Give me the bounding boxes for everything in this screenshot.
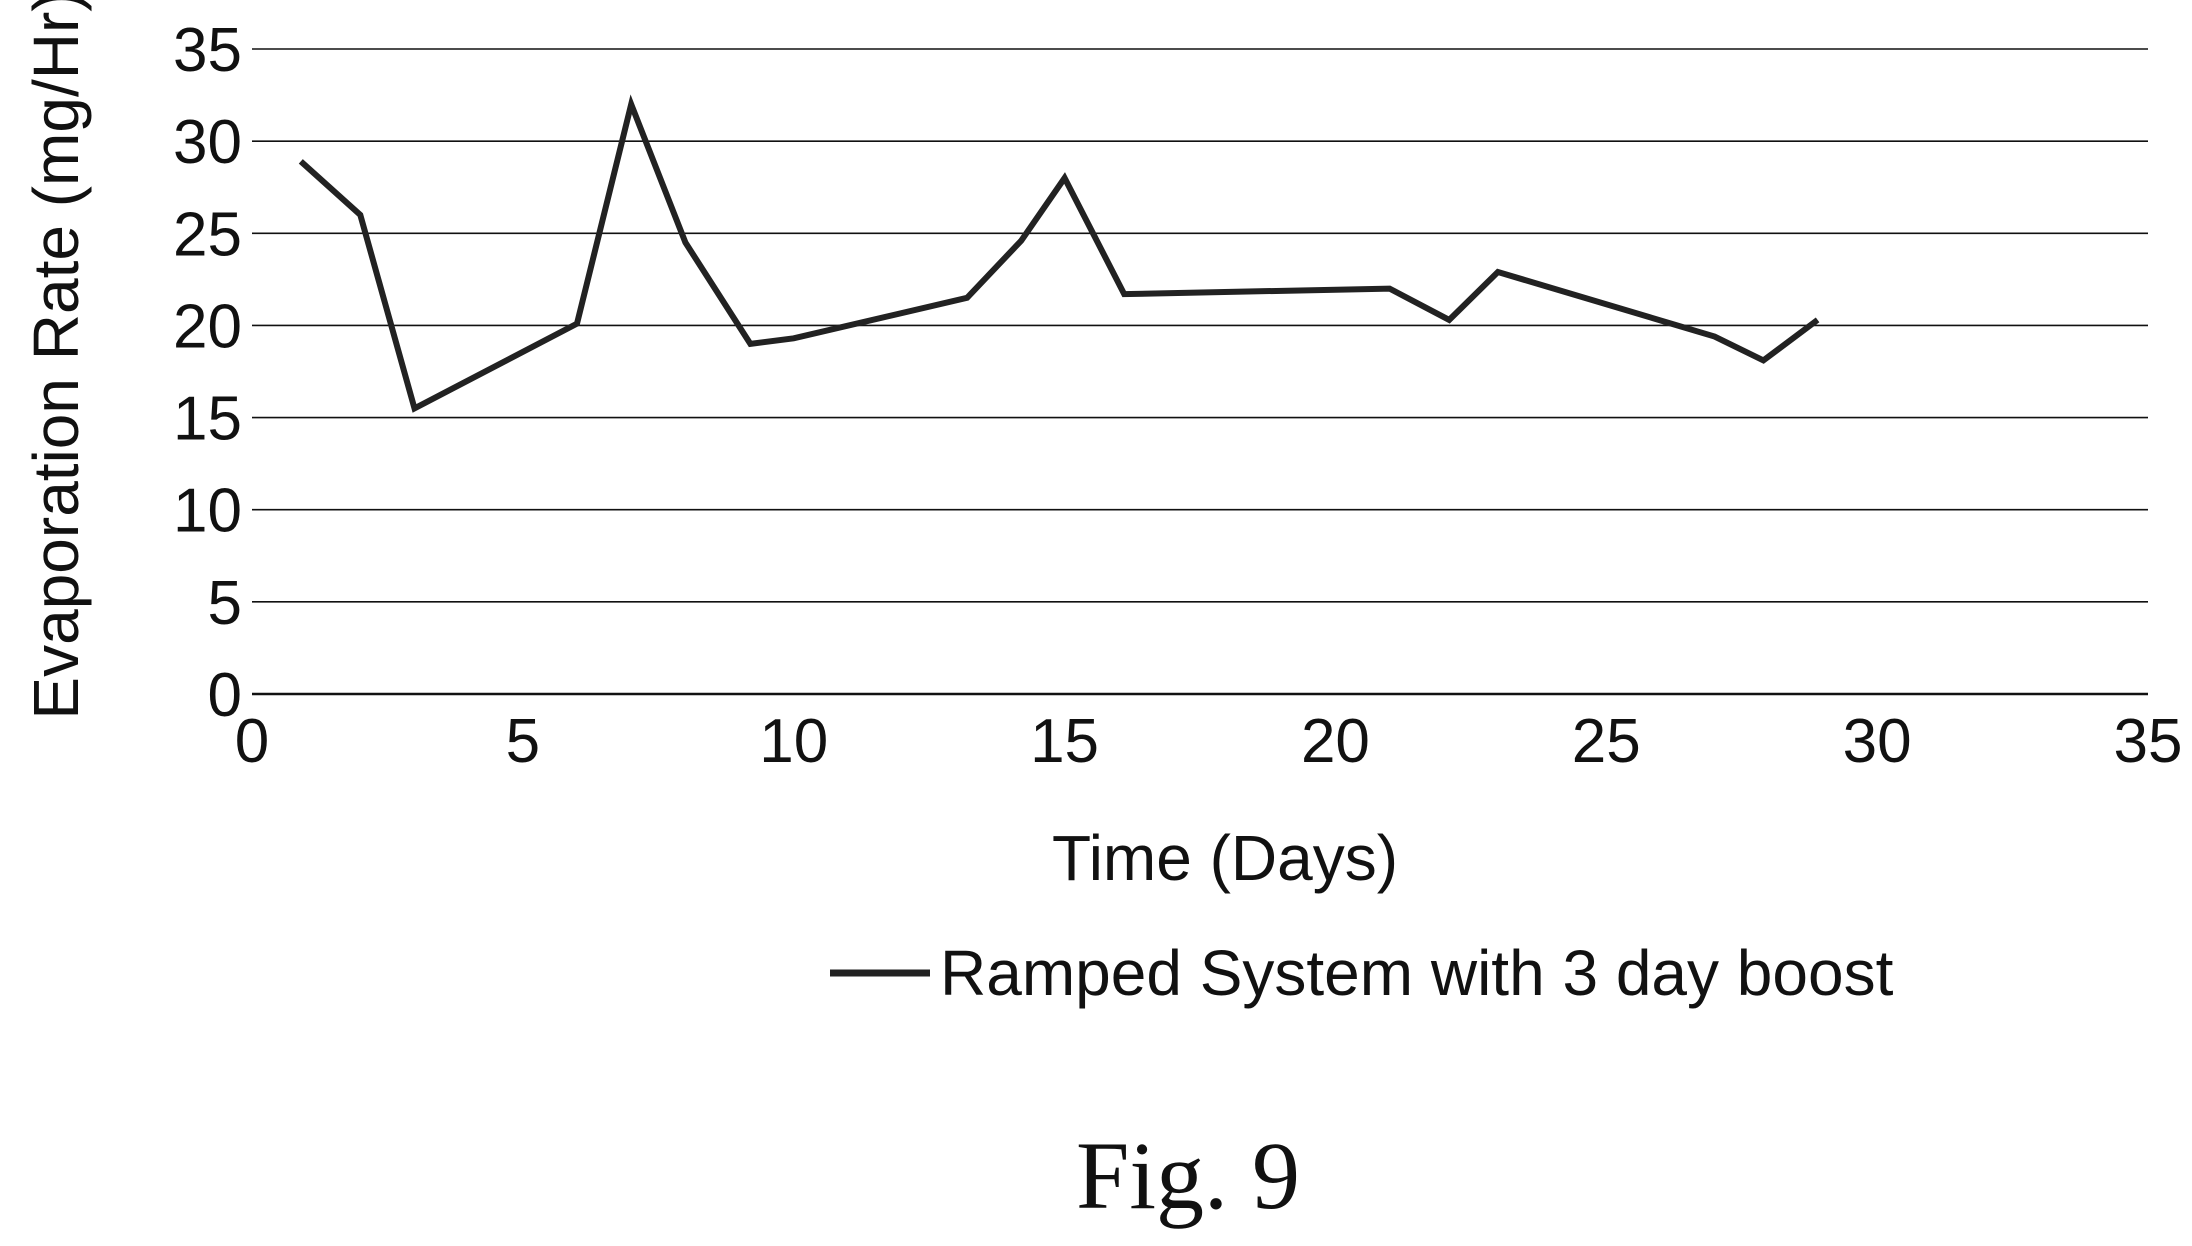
legend: Ramped System with 3 day boost [830, 937, 1894, 1009]
x-tick-label-20: 20 [1301, 707, 1370, 776]
x-tick-label-15: 15 [1030, 707, 1099, 776]
x-tick-label-5: 5 [506, 707, 540, 776]
y-tick-label-35: 35 [173, 16, 242, 85]
y-tick-label-5: 5 [208, 569, 242, 638]
y-tick-label-30: 30 [173, 108, 242, 177]
x-axis-tick-labels: 0 5 10 15 20 25 30 35 [235, 707, 2183, 776]
figure-caption: Fig. 9 [1076, 1122, 1300, 1229]
series-lines [298, 94, 1820, 413]
y-tick-label-25: 25 [173, 200, 242, 269]
x-tick-label-35: 35 [2114, 707, 2183, 776]
x-tick-label-25: 25 [1572, 707, 1641, 776]
series-line-0 [298, 94, 1820, 413]
y-axis-tick-labels: 0 5 10 15 20 25 30 35 [173, 16, 242, 730]
y-tick-label-0: 0 [208, 661, 242, 730]
x-tick-label-0: 0 [235, 707, 269, 776]
gridlines [252, 48, 2148, 696]
y-axis-title: Evaporation Rate (mg/Hr) [20, 0, 92, 720]
legend-label: Ramped System with 3 day boost [940, 937, 1894, 1009]
y-tick-label-10: 10 [173, 477, 242, 546]
x-tick-label-10: 10 [759, 707, 828, 776]
x-tick-label-30: 30 [1843, 707, 1912, 776]
x-axis-title: Time (Days) [1052, 822, 1398, 894]
y-tick-label-15: 15 [173, 385, 242, 454]
y-tick-label-20: 20 [173, 292, 242, 361]
